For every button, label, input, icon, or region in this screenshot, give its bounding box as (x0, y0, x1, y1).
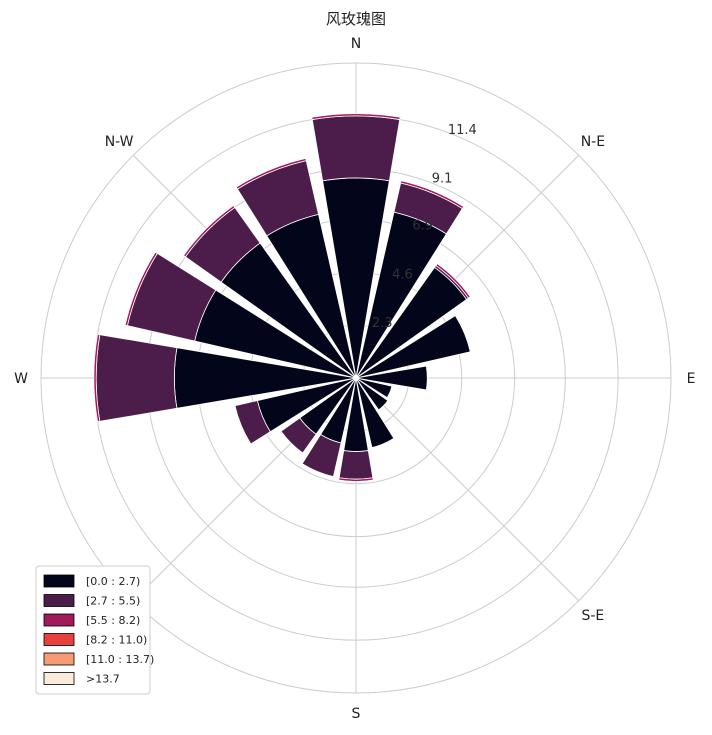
bar-292.5-bin2 (124, 251, 158, 327)
radial-tick-label: 4.6 (392, 267, 413, 282)
legend-label: [0.0 : 2.7) (86, 575, 140, 588)
bar-112.5-bin0 (355, 377, 393, 399)
bar-0-bin1 (311, 115, 401, 182)
direction-label-n-e: N-E (581, 134, 605, 150)
bar-90-bin0 (355, 365, 428, 391)
radial-tick-label: 11.4 (448, 123, 477, 138)
legend-label: [2.7 : 5.5) (86, 595, 140, 608)
legend-swatch (43, 613, 75, 627)
radial-tick-label: 9.1 (432, 172, 453, 187)
bar-270-bin1 (95, 334, 178, 422)
radial-tick-label: 2.3 (372, 316, 393, 331)
direction-label-e: E (687, 371, 696, 387)
legend-label: [5.5 : 8.2) (86, 614, 140, 627)
bar-157.5-bin0 (355, 377, 395, 448)
legend-label: [11.0 : 13.7) (86, 653, 154, 666)
legend-label: >13.7 (86, 673, 120, 686)
radial-tick-labels: 2.3 4.6 6.9 9.1 11.4 (372, 123, 477, 331)
direction-label-s: S (352, 706, 361, 722)
bar-337.5-bin2 (235, 157, 307, 190)
bar-247.5-bin1 (234, 400, 271, 445)
bar-202.5-bin1 (301, 433, 342, 478)
bar-45-bin2 (435, 263, 471, 299)
legend-swatch (43, 672, 75, 685)
bar-270-bin2 (93, 333, 101, 423)
legend-swatch (43, 594, 75, 607)
bar-180-bin2 (338, 477, 374, 482)
grid-spoke (355, 377, 580, 602)
direction-label-w: W (14, 371, 28, 387)
wind-bars (93, 113, 471, 482)
direction-label-n: N (351, 36, 361, 52)
chart-title: 风玫瑰图 (326, 10, 386, 28)
direction-label-n-w: N-W (105, 134, 134, 150)
bar-67.5-bin0 (355, 315, 471, 379)
bar-0-bin2 (311, 113, 401, 121)
legend-label: [8.2 : 11.0) (86, 634, 147, 647)
bar-135-bin0 (355, 377, 389, 411)
bar-22.5-bin2 (400, 180, 465, 210)
radial-tick-label: 6.9 (412, 218, 433, 233)
legend: [0.0 : 2.7) [2.7 : 5.5) [5.5 : 8.2) [8.2 : … (35, 565, 154, 695)
legend-swatch (43, 633, 75, 646)
bar-315-bin2 (183, 205, 236, 258)
direction-label-s-e: S-E (581, 608, 604, 624)
legend-swatch (43, 574, 75, 588)
bar-180-bin1 (338, 450, 374, 480)
legend-swatch (43, 652, 75, 666)
bar-225-bin1 (280, 417, 317, 454)
